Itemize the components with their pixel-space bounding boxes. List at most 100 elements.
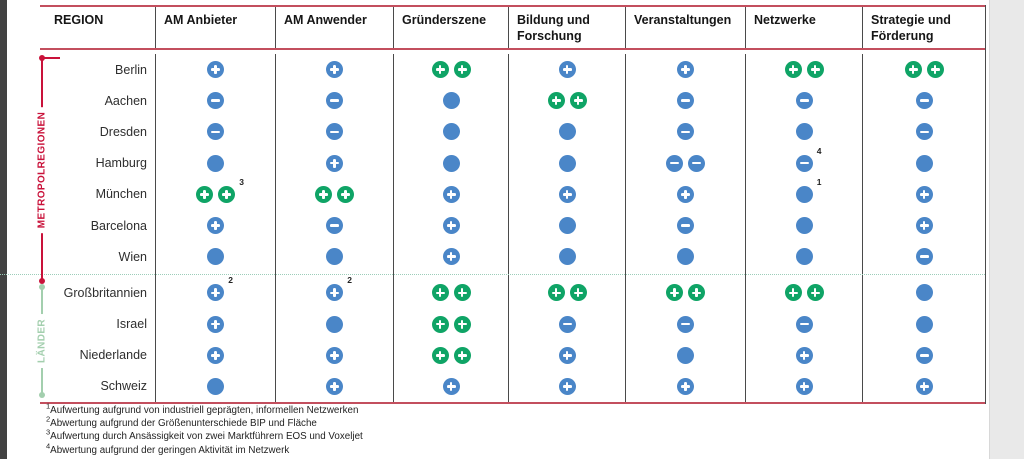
rating-cell xyxy=(625,370,745,403)
rating-marks xyxy=(915,185,933,203)
table-row-barcelona: Barcelona xyxy=(40,209,985,242)
footnote-ref: 2 xyxy=(347,275,352,286)
rating-marks xyxy=(207,315,224,333)
rating-cell xyxy=(275,85,393,117)
rating-cell xyxy=(393,370,508,403)
rating-marks xyxy=(677,346,694,364)
separator-cell xyxy=(625,272,745,278)
rating-marks xyxy=(915,248,933,266)
rating-marks xyxy=(558,377,576,395)
rating-cell xyxy=(393,339,508,371)
footnote-ref: 2 xyxy=(228,275,233,286)
table-row-hamburg: Hamburg 4 xyxy=(40,145,985,179)
rating-cell xyxy=(862,241,985,273)
plus-circle-icon xyxy=(442,185,460,203)
rating-cell xyxy=(745,85,862,117)
rating-marks xyxy=(207,123,224,141)
neutral-circle-icon xyxy=(442,92,460,110)
rating-cell xyxy=(625,116,745,148)
rating-marks xyxy=(326,61,343,79)
plus-circle-icon xyxy=(453,315,471,333)
separator-cell xyxy=(862,272,985,278)
footnote-item: 2Abwertung aufgrund der Größenunterschie… xyxy=(46,414,317,430)
rating-cell xyxy=(275,116,393,148)
bracket-dot-icon xyxy=(38,55,45,61)
neutral-circle-icon xyxy=(207,377,224,395)
rating-marks xyxy=(915,123,933,141)
neutral-circle-icon xyxy=(558,248,576,266)
rating-cell xyxy=(745,339,862,371)
rating-cell xyxy=(155,116,275,148)
rating-marks xyxy=(326,377,343,395)
region-label: Hamburg xyxy=(95,156,147,171)
rating-marks xyxy=(795,377,813,395)
rating-cell xyxy=(745,116,862,148)
group-separator-dotted xyxy=(0,272,985,278)
rating-marks xyxy=(677,315,694,333)
rating-cell xyxy=(155,85,275,117)
rating-cell: 2 xyxy=(155,275,275,309)
bracket-dot-icon xyxy=(38,392,45,398)
rating-cell xyxy=(275,209,393,242)
rating-cell: 1 xyxy=(745,177,862,210)
footnote-ref: 4 xyxy=(816,145,822,156)
minus-circle-icon xyxy=(915,123,933,141)
bracket-dot-icon xyxy=(38,278,45,284)
group-label-laender: LÄNDER xyxy=(36,313,48,369)
group-label-metropolregionen: METROPOLREGIONEN xyxy=(36,106,48,233)
rating-cell xyxy=(745,209,862,242)
plus-circle-icon xyxy=(915,377,933,395)
rating-marks: 1 xyxy=(795,177,822,203)
rating-cell: 2 xyxy=(275,275,393,309)
rating-marks xyxy=(795,248,813,266)
rating-cell xyxy=(275,178,393,210)
neutral-circle-icon xyxy=(326,248,343,266)
rating-marks xyxy=(431,284,471,302)
plus-circle-icon xyxy=(666,284,683,302)
rating-marks xyxy=(207,61,224,79)
rating-marks xyxy=(326,217,343,235)
rating-cell xyxy=(275,147,393,179)
footnote-item: 1Aufwertung aufgrund von industriell gep… xyxy=(46,401,359,416)
neutral-circle-icon xyxy=(795,248,813,266)
rating-cell xyxy=(508,116,625,148)
table-body: Berlin Aachen Dresden Hamburg 4 München 3 1 Barc… xyxy=(0,50,985,405)
plus-circle-icon xyxy=(569,284,587,302)
region-label: Israel xyxy=(116,317,147,332)
minus-circle-icon xyxy=(915,92,933,110)
rating-marks xyxy=(326,123,343,141)
footnotes: 1Aufwertung aufgrund von industriell gep… xyxy=(46,401,363,457)
rating-cell xyxy=(862,339,985,371)
neutral-circle-icon xyxy=(442,154,460,172)
column-header-region: REGION xyxy=(54,13,104,27)
minus-circle-icon xyxy=(558,315,576,333)
rating-cell xyxy=(155,209,275,242)
rating-marks xyxy=(207,217,224,235)
plus-circle-icon xyxy=(569,92,587,110)
rating-cell xyxy=(393,308,508,340)
column-header-bildung-und-forschung: Bildung und Forschung xyxy=(508,7,625,48)
rating-marks xyxy=(677,92,694,110)
plus-circle-icon xyxy=(207,315,224,333)
rating-marks xyxy=(442,377,460,395)
plus-circle-icon xyxy=(915,217,933,235)
rating-cell: 3 xyxy=(155,177,275,210)
column-header-veranstaltungen: Veranstaltungen xyxy=(625,7,745,48)
neutral-circle-icon xyxy=(795,123,813,141)
plus-circle-icon xyxy=(431,61,449,79)
rating-cell xyxy=(393,147,508,179)
rating-marks xyxy=(558,248,576,266)
plus-circle-icon xyxy=(326,284,343,302)
rating-cell xyxy=(275,370,393,403)
plus-circle-icon xyxy=(207,284,224,302)
plus-circle-icon xyxy=(207,346,224,364)
rating-cell xyxy=(393,116,508,148)
rating-cell xyxy=(862,308,985,340)
separator-cell xyxy=(40,272,155,277)
rating-cell xyxy=(393,178,508,210)
plus-circle-icon xyxy=(326,154,343,172)
minus-circle-icon xyxy=(677,217,694,235)
rating-cell xyxy=(155,54,275,86)
plus-circle-icon xyxy=(315,185,332,203)
